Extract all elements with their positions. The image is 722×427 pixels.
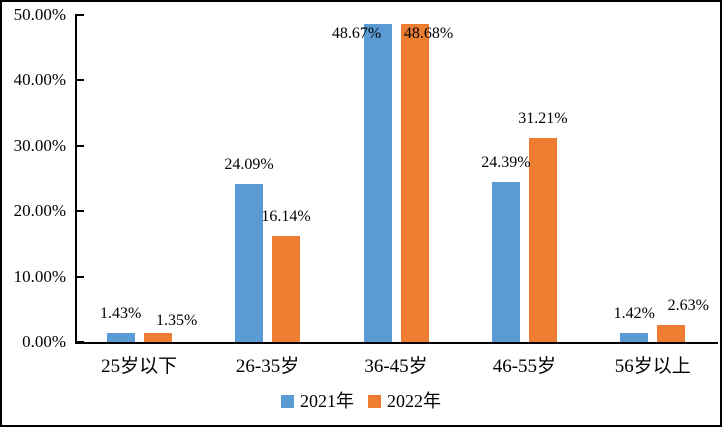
y-axis-tick-mark: [75, 210, 84, 213]
x-category-label: 56岁以上: [614, 356, 691, 377]
bar-2021年-56岁以上: [620, 332, 649, 342]
x-category-label: 46-55岁: [492, 356, 557, 377]
y-axis-tick-mark: [75, 79, 84, 82]
x-axis-line: [75, 342, 718, 344]
y-axis-tick-label: 0.00%: [22, 332, 66, 351]
bar-2021年-36-45岁: [363, 23, 392, 342]
data-label-2022年-25岁以下: 1.35%: [156, 312, 198, 330]
data-label-2022年-46-55岁: 31.21%: [518, 109, 568, 127]
data-label-2022年-56岁以上: 2.63%: [667, 296, 709, 314]
x-category-label: 36-45岁: [364, 356, 428, 377]
bar-2021年-46-55岁: [491, 182, 520, 342]
y-axis-tick-label: 40.00%: [13, 70, 66, 90]
legend-label: 2021年: [300, 391, 354, 411]
x-category-label: 25岁以下: [101, 356, 178, 377]
data-label-2021年-26-35岁: 24.09%: [224, 156, 274, 174]
legend-item-2021年: 2021年: [281, 392, 354, 410]
y-axis-tick-label: 20.00%: [13, 201, 66, 221]
y-axis-tick-mark: [75, 14, 84, 16]
data-label-2022年-36-45岁: 48.68%: [403, 24, 454, 42]
legend-item-2022年: 2022年: [368, 392, 441, 410]
data-label-2021年-56岁以上: 1.42%: [613, 304, 655, 322]
legend-label: 2022年: [387, 391, 441, 411]
data-label-2021年-36-45岁: 48.67%: [331, 24, 382, 42]
y-axis-line: [75, 15, 77, 344]
legend: 2021年 2022年: [2, 392, 720, 410]
bar-2022年-26-35岁: [272, 236, 301, 342]
bar-2022年-25岁以下: [143, 333, 172, 342]
x-category-label: 26-35岁: [235, 356, 300, 377]
data-label-2021年-46-55岁: 24.39%: [481, 154, 531, 172]
data-label-2022年-26-35岁: 16.14%: [261, 208, 311, 226]
y-axis-tick-label: 30.00%: [13, 135, 66, 155]
data-label-2021年-25岁以下: 1.43%: [100, 304, 142, 322]
legend-swatch-icon: [368, 394, 381, 408]
y-axis-tick-mark: [75, 275, 84, 278]
bar-2021年-25岁以下: [106, 332, 135, 342]
bar-2022年-36-45岁: [400, 23, 429, 342]
bar-2022年-46-55岁: [528, 137, 557, 342]
y-axis-tick-mark: [75, 144, 84, 147]
legend-swatch-icon: [281, 394, 294, 408]
y-axis-tick-label: 50.00%: [13, 5, 66, 24]
bar-2021年-26-35岁: [235, 184, 264, 342]
y-axis-tick-label: 10.00%: [13, 266, 66, 286]
bar-2022年-56岁以上: [657, 324, 686, 342]
